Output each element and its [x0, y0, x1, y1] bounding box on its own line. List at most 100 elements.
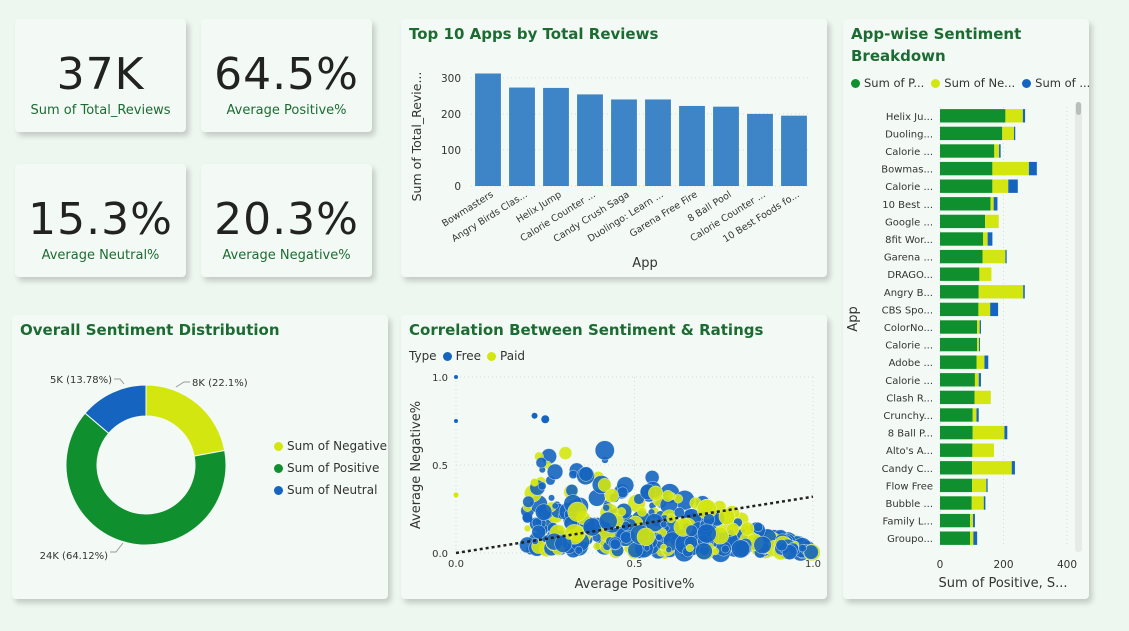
legend-swatch-free: [442, 351, 452, 361]
legend-swatch: [274, 485, 283, 495]
leader-line: [110, 542, 124, 553]
stacked-bar-segment: [1013, 126, 1016, 141]
y-tick-label: 200: [441, 109, 461, 121]
legend-swatch: [274, 441, 283, 451]
correlation-chart-card[interactable]: Correlation Between Sentiment & Ratings …: [401, 315, 827, 599]
kpi-card-avg-neutral[interactable]: 15.3% Average Neutral%: [15, 164, 186, 277]
scatter-point: [803, 544, 819, 560]
legend-item-positive[interactable]: Sum of Positive: [274, 461, 379, 475]
stacked-bar-segment: [984, 355, 989, 369]
x-tick-label: 0.0: [448, 559, 464, 570]
scatter-point: [558, 446, 573, 460]
stacked-bar-segment: [940, 320, 978, 334]
bar: [577, 94, 603, 186]
scatter-point: [535, 503, 553, 521]
legend-label-paid[interactable]: Paid: [500, 349, 526, 363]
stacked-bar-segment: [1011, 461, 1015, 475]
scatter-point: [522, 495, 535, 508]
sentiment-distribution-card[interactable]: Overall Sentiment Distribution 8K (22.1%…: [12, 315, 388, 599]
legend-swatch: [931, 78, 941, 88]
stacked-bar-segment: [1022, 109, 1026, 123]
y-tick-label: 0: [454, 181, 461, 193]
legend-label-free[interactable]: Free: [455, 349, 482, 363]
scatter-point: [574, 546, 583, 555]
legend-label: Sum of Negative: [287, 439, 387, 453]
data-label: 24K (64.12%): [40, 551, 108, 562]
scatter-point: [604, 488, 619, 503]
scatter-point: [523, 524, 531, 532]
stacked-bar-segment: [993, 197, 998, 211]
stacked-legend: Sum of P... Sum of Ne... Sum of ...: [851, 76, 1090, 90]
legend-swatch: [1022, 78, 1032, 88]
scatter-point: [660, 520, 668, 528]
scatter-point: [740, 521, 755, 536]
y-tick-label: 0.5: [432, 461, 448, 472]
kpi-label: Average Negative%: [222, 248, 351, 263]
scatter-point: [753, 535, 772, 554]
stacked-bar-segment: [978, 373, 981, 387]
y-tick-label: Candy C...: [882, 464, 933, 475]
y-tick-label: Calorie ...: [885, 341, 933, 352]
stacked-bar-segment: [990, 197, 994, 211]
legend-swatch: [851, 78, 860, 88]
y-tick-label: 300: [441, 73, 461, 85]
stacked-bar-segment: [940, 249, 983, 264]
scatter-point: [582, 517, 602, 537]
y-tick-label: Bubble ...: [885, 499, 933, 510]
scatter-point: [454, 419, 458, 423]
scatter-point: [568, 469, 578, 479]
app-sentiment-card[interactable]: App-wise Sentiment Breakdown Sum of P...…: [843, 19, 1090, 599]
legend-item-neutral[interactable]: Sum of Neutral: [274, 483, 377, 497]
stacked-bar-segment: [940, 496, 972, 510]
legend-label[interactable]: Sum of Ne...: [944, 76, 1016, 90]
stacked-bar-segment: [940, 214, 986, 229]
kpi-value: 15.3%: [28, 194, 173, 245]
leader-line: [114, 378, 125, 385]
stacked-bar-segment: [940, 232, 984, 246]
x-tick-label: 0.5: [627, 559, 643, 570]
stacked-bar-segment: [979, 320, 981, 334]
legend-title: Type: [409, 349, 437, 363]
scatter-legend: Type Free Paid: [409, 349, 525, 363]
kpi-card-total-reviews[interactable]: 37K Sum of Total_Reviews: [15, 19, 186, 132]
kpi-card-avg-negative[interactable]: 20.3% Average Negative%: [201, 164, 372, 277]
scatter-point: [775, 539, 788, 552]
scatter-point: [597, 478, 612, 492]
scatter-point: [616, 507, 627, 517]
stacked-bar-segment: [987, 232, 993, 246]
scatter-point: [662, 490, 674, 502]
y-tick-label: 100: [441, 145, 461, 157]
scatter-point: [602, 504, 610, 512]
kpi-card-avg-positive[interactable]: 64.5% Average Positive%: [201, 19, 372, 132]
top-apps-chart-card[interactable]: Top 10 Apps by Total Reviews 0 100 200 300 B…: [401, 19, 827, 277]
legend-item-negative[interactable]: Sum of Negative: [274, 439, 387, 453]
stacked-bar-segment: [1002, 126, 1014, 141]
donut-slice: [145, 384, 226, 457]
x-tick-label: 200: [993, 559, 1013, 571]
legend-label[interactable]: Sum of P...: [864, 76, 925, 90]
scatter-point: [718, 508, 736, 525]
scatter-point: [546, 463, 564, 480]
scatter-point: [453, 492, 459, 498]
y-axis-label: Average Negative%: [409, 401, 424, 529]
stacked-bar-segment: [972, 461, 1012, 475]
y-tick-label: Groupo...: [887, 534, 933, 545]
stacked-bar-segment: [940, 337, 978, 352]
stacked-bar-segment: [983, 496, 986, 510]
stacked-bar-segment: [940, 461, 973, 475]
donut-slice: [84, 384, 147, 434]
scatter-point: [522, 512, 533, 523]
scatter-point: [660, 543, 668, 551]
stacked-bar-segment: [940, 443, 973, 457]
stacked-bar-segment: [983, 232, 988, 246]
stacked-bar-segment: [940, 267, 980, 281]
stacked-bar-segment: [940, 126, 1003, 141]
scatter-point: [665, 546, 673, 553]
stacked-bar-segment: [986, 478, 988, 493]
stacked-bar-segment: [978, 285, 1024, 299]
stacked-bar-segment: [1004, 425, 1008, 440]
legend-swatch-paid: [487, 351, 497, 361]
stacked-bar-segment: [940, 373, 975, 387]
legend-label[interactable]: Sum of ...: [1035, 76, 1091, 90]
legend-swatch: [274, 463, 283, 473]
